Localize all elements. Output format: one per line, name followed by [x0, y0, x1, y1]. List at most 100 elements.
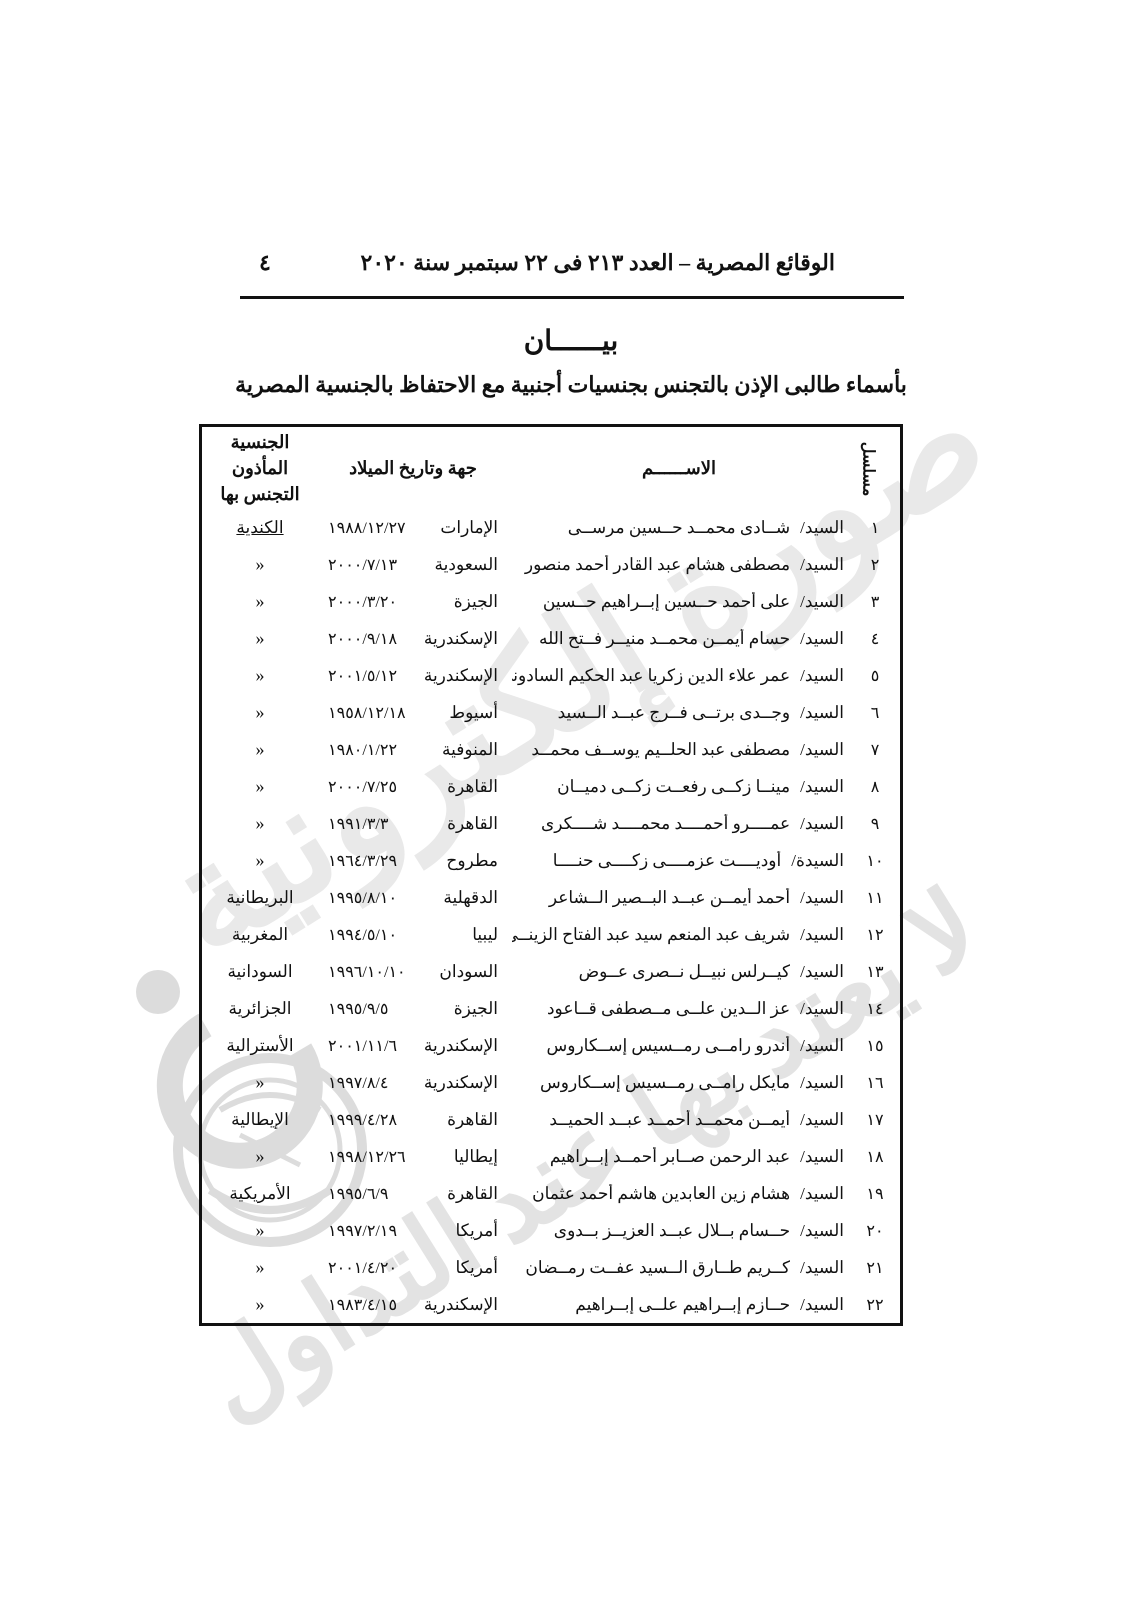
table-row: ٢١ السيد/ كــريم طــارق الــسيد عفــت رم… [201, 1249, 902, 1286]
row-nationality-cell: الكندية [201, 509, 319, 546]
row-birth-cell: الإسكندرية ١٩٨٣/٤/١٥ [318, 1286, 508, 1325]
row-birth-cell: الإسكندرية ١٩٩٧/٨/٤ [318, 1064, 508, 1101]
row-birth-cell: الإسكندرية ٢٠٠٠/٩/١٨ [318, 620, 508, 657]
row-nationality-cell: » [201, 620, 319, 657]
row-serial: ١١ [866, 889, 884, 907]
table-row: ٢٢ السيد/ حــازم إبــراهيم علــى إبــراه… [201, 1286, 902, 1325]
row-birthplace: السعودية [434, 554, 498, 574]
row-serial: ١٣ [866, 963, 884, 981]
row-nationality-cell: » [201, 583, 319, 620]
row-person-name: أحمد أيمــن عبــد البــصير الــشاعر [548, 887, 791, 907]
row-birthdate: ١٩٨٣/٤/١٥ [328, 1296, 398, 1314]
row-nationality-cell: » [201, 842, 319, 879]
row-birthdate: ٢٠٠١/١١/٦ [328, 1037, 398, 1055]
row-birthplace: الجيزة [453, 591, 498, 611]
table-row: ٧ السيد/ مصطفى عبد الحلــيم يوســف محمــ… [201, 731, 902, 768]
row-honorific: السيدة/ [791, 850, 844, 870]
row-birthplace: أمريكا [455, 1257, 498, 1277]
row-honorific: السيد/ [800, 1146, 844, 1166]
row-name-cell: السيد/ مينــا زكــى رفعــت زكــى دميــان [508, 768, 850, 805]
row-nationality-cell: » [201, 657, 319, 694]
row-nationality-cell: » [201, 694, 319, 731]
row-serial: ٦ [870, 704, 880, 722]
row-name-cell: السيد/ أندرو رامــى رمــسيس إســكاروس [508, 1027, 850, 1064]
document-title: بيــــــان [523, 326, 619, 357]
row-birthdate: ١٩٨٠/١/٢٢ [328, 741, 398, 759]
row-birthplace: الإسكندرية [423, 1072, 498, 1092]
row-birth-cell: أمريكا ١٩٩٧/٢/١٩ [318, 1212, 508, 1249]
row-birthdate: ١٩٩٧/٢/١٩ [328, 1222, 398, 1240]
row-birthplace: السودان [439, 961, 498, 981]
row-person-name: كيــرلس نبيــل نــصرى عــوض [578, 961, 791, 981]
row-birthplace: المنوفية [441, 739, 498, 759]
row-birthdate: ١٩٩٧/٨/٤ [328, 1074, 389, 1092]
row-birthdate: ١٩٩٥/٩/٥ [328, 1000, 389, 1018]
row-serial: ١٨ [866, 1148, 884, 1166]
table-row: ١٩ السيد/ هشام زين العابدين هاشم أحمد عث… [201, 1175, 902, 1212]
page-number: ٤ [259, 250, 271, 275]
row-honorific: السيد/ [800, 702, 844, 722]
row-name-cell: السيد/ شــادى محمــد حــسين مرســى [508, 509, 850, 546]
row-birth-cell: القاهرة ١٩٩١/٣/٣ [318, 805, 508, 842]
row-person-name: حــازم إبــراهيم علــى إبــراهيم [575, 1294, 791, 1314]
row-serial: ٢٠ [866, 1222, 884, 1240]
row-name-cell: السيد/ عمر علاء الدين زكريا عبد الحكيم ا… [508, 657, 850, 694]
row-name-cell: السيد/ كــريم طــارق الــسيد عفــت رمــض… [508, 1249, 850, 1286]
table-body: ١ السيد/ شــادى محمــد حــسين مرســى الإ… [201, 509, 902, 1325]
row-birthdate: ١٩٩٥/٦/٩ [328, 1185, 389, 1203]
row-name-cell: السيد/ كيــرلس نبيــل نــصرى عــوض [508, 953, 850, 990]
row-serial: ٥ [870, 667, 880, 685]
row-nationality-cell: » [201, 1138, 319, 1175]
row-name-cell: السيد/ عمــــرو أحمــــد محمــــد شــــك… [508, 805, 850, 842]
row-birthdate: ٢٠٠٠/٣/٢٠ [328, 593, 398, 611]
row-nationality: » [255, 1257, 265, 1278]
row-nationality: » [255, 813, 265, 834]
row-serial: ٢٢ [866, 1296, 884, 1314]
naturalization-table: مسلسل الاســــــم جهة وتاريخ الميلاد الج… [199, 424, 903, 1327]
row-nationality-cell: السودانية [201, 953, 319, 990]
row-honorific: السيد/ [800, 1220, 844, 1240]
row-honorific: السيد/ [800, 813, 844, 833]
row-nationality-cell: البريطانية [201, 879, 319, 916]
table-row: ١٣ السيد/ كيــرلس نبيــل نــصرى عــوض ال… [201, 953, 902, 990]
table-row: ١١ السيد/ أحمد أيمــن عبــد البــصير الـ… [201, 879, 902, 916]
row-nationality: الإيطالية [231, 1109, 289, 1129]
row-honorific: السيد/ [800, 887, 844, 907]
row-birthdate: ١٩٨٨/١٢/٢٧ [328, 519, 406, 537]
row-birthdate: ١٩٩٨/١٢/٢٦ [328, 1148, 406, 1166]
row-name-cell: السيد/ هشام زين العابدين هاشم أحمد عثمان [508, 1175, 850, 1212]
table-row: ٥ السيد/ عمر علاء الدين زكريا عبد الحكيم… [201, 657, 902, 694]
row-birthplace: مطروح [446, 850, 498, 870]
row-honorific: السيد/ [800, 776, 844, 796]
column-header-serial: مسلسل [850, 426, 902, 510]
row-serial: ١٧ [866, 1111, 884, 1129]
row-nationality-cell: » [201, 805, 319, 842]
row-birthdate: ٢٠٠٠/٧/٢٥ [328, 778, 398, 796]
row-birthdate: ١٩٩٩/٤/٢٨ [328, 1111, 398, 1129]
row-birthplace: القاهرة [447, 776, 498, 796]
row-person-name: شريف عبد المنعم سيد عبد الفتاح الزينــى [512, 924, 791, 944]
row-birthdate: ١٩٦٤/٣/٢٩ [328, 852, 398, 870]
row-honorific: السيد/ [800, 517, 844, 537]
row-name-cell: السيد/ مصطفى عبد الحلــيم يوســف محمــد [508, 731, 850, 768]
row-nationality-cell: » [201, 731, 319, 768]
table-row: ٤ السيد/ حسام أيمــن محمــد منيــر فــتح… [201, 620, 902, 657]
row-nationality: الأسترالية [226, 1035, 294, 1055]
row-birth-cell: الجيزة ١٩٩٥/٩/٥ [318, 990, 508, 1027]
row-nationality-cell: الأمريكية [201, 1175, 319, 1212]
table-row: ١٢ السيد/ شريف عبد المنعم سيد عبد الفتاح… [201, 916, 902, 953]
row-serial: ١ [870, 519, 880, 537]
table-row: ١٧ السيد/ أيمــن محمــد أحمــد عبــد الح… [201, 1101, 902, 1138]
document-subtitle: بأسماء طالبى الإذن بالتجنس بجنسيات أجنبي… [235, 372, 907, 397]
row-name-cell: السيد/ مصطفى هشام عبد القادر أحمد منصور [508, 546, 850, 583]
row-name-cell: السيد/ حــسام بــلال عبــد العزيــز بــد… [508, 1212, 850, 1249]
row-name-cell: السيد/ شريف عبد المنعم سيد عبد الفتاح ال… [508, 916, 850, 953]
row-birthplace: الإسكندرية [423, 1294, 498, 1314]
row-birth-cell: الجيزة ٢٠٠٠/٣/٢٠ [318, 583, 508, 620]
row-serial: ٢١ [866, 1259, 884, 1277]
row-honorific: السيد/ [800, 628, 844, 648]
row-birthdate: ١٩٩٥/٨/١٠ [328, 889, 398, 907]
row-nationality: » [255, 628, 265, 649]
row-birthplace: إيطاليا [453, 1146, 498, 1166]
